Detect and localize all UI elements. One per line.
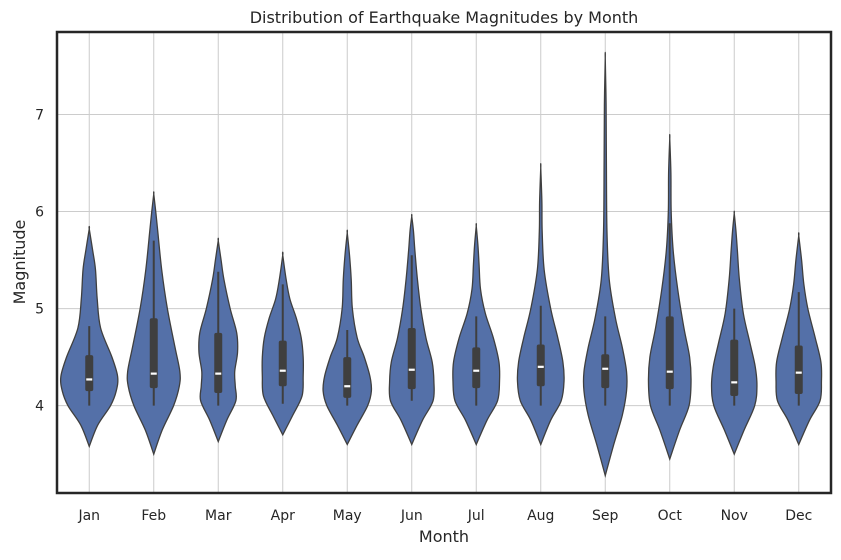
y-tick-label: 6 [35,205,44,221]
tick-labels: 4 5 6 7 Jan Feb Mar Apr May Jun Jul Aug Sep Oct Nov Dec [35,107,812,524]
violin-iqr-box [214,332,223,394]
x-tick-label: Aug [527,508,554,524]
y-axis-label: Magnitude [10,220,29,305]
x-tick-label: Jan [77,508,100,524]
y-tick-label: 5 [35,302,44,318]
violin-iqr-box [601,354,610,389]
y-tick-label: 7 [35,107,44,123]
violin-iqr-box [343,357,352,398]
x-tick-label: Feb [141,508,166,524]
plot-frame [55,30,833,495]
x-tick-label: Oct [658,508,683,524]
x-tick-label: Jul [467,508,485,524]
violin-iqr-box [85,355,94,392]
violin-iqr-box [730,339,739,396]
x-tick-label: Nov [721,508,748,524]
y-tick-label: 4 [35,399,44,415]
x-tick-label: Dec [785,508,812,524]
violin-iqr-box [472,347,481,389]
violin-iqr-box [278,340,287,387]
chart-title: Distribution of Earthquake Magnitudes by… [250,8,639,27]
x-tick-label: Mar [205,508,232,524]
x-tick-label: May [333,508,362,524]
violin-sep [582,51,628,478]
violin-iqr-box [407,328,416,390]
x-tick-label: Sep [592,508,619,524]
x-tick-label: Apr [271,508,295,524]
violin-aug [516,162,565,447]
violins-layer [59,51,823,478]
x-axis-label: Month [419,527,469,546]
violin-iqr-box [536,344,545,387]
violin-iqr-box [794,345,803,395]
x-tick-label: Jun [400,508,423,524]
plot-area [57,32,831,493]
violin-iqr-box [149,318,158,389]
violin-iqr-box [665,316,674,390]
